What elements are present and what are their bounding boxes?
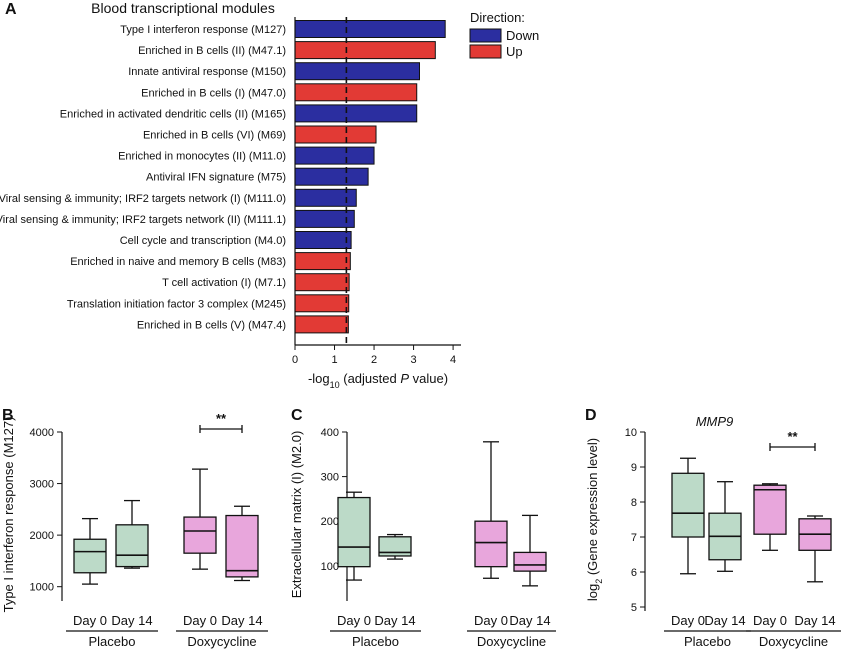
x-tick-label: Day 14: [704, 613, 745, 628]
bar: [294, 83, 418, 102]
y-tick-label: 5: [631, 602, 637, 614]
y-tick-label: 200: [321, 516, 339, 528]
legend-label: Up: [506, 44, 523, 59]
group-label: Placebo: [89, 634, 136, 649]
bar: [294, 315, 349, 334]
box: [474, 520, 508, 568]
y-tick-label: 9: [631, 462, 637, 474]
legend-title: Direction:: [470, 10, 525, 25]
panel-label-c: C: [291, 407, 303, 424]
x-tick-label: 0: [292, 354, 298, 366]
panel-label-d: D: [585, 407, 597, 424]
bar: [294, 20, 446, 38]
x-tick-label: Day 0: [753, 613, 787, 628]
category-label: Enriched in B cells (VI) (M69): [143, 130, 286, 142]
chart-title: Blood transcriptional modules: [91, 0, 275, 16]
box: [183, 516, 217, 554]
category-label: Enriched in activated dendritic cells (I…: [60, 108, 286, 120]
y-tick-label: 10: [625, 427, 637, 439]
panel-label-a: A: [5, 1, 17, 18]
x-tick-label: 2: [371, 354, 377, 366]
y-tick-label: 7: [631, 532, 637, 544]
significance-label: **: [216, 411, 227, 426]
category-label: Type I interferon response (M127): [120, 24, 286, 36]
bar: [294, 209, 355, 228]
x-tick-label: Day 0: [474, 613, 508, 628]
x-tick-label: Day 14: [509, 613, 550, 628]
bar: [294, 273, 350, 292]
bar: [294, 294, 350, 313]
chart-title: MMP9: [696, 414, 734, 429]
x-tick-label: Day 0: [337, 613, 371, 628]
category-label: Enriched in naive and memory B cells (M8…: [70, 256, 286, 268]
box: [337, 496, 371, 568]
category-label: Translation initiation factor 3 complex …: [67, 298, 286, 310]
x-tick-label: Day 14: [794, 613, 835, 628]
x-tick-label: Day 14: [374, 613, 415, 628]
y-tick-label: 300: [321, 472, 339, 484]
group-label: Doxycycline: [759, 634, 828, 649]
y-tick-label: 100: [321, 561, 339, 573]
category-label: Antiviral IFN signature (M75): [146, 172, 286, 184]
group-label: Placebo: [352, 634, 399, 649]
x-tick-label: 4: [450, 354, 456, 366]
bar: [294, 125, 377, 144]
x-tick-label: Day 0: [183, 613, 217, 628]
y-tick-label: 400: [321, 427, 339, 439]
y-tick-label: 8: [631, 497, 637, 509]
x-tick-label: Day 14: [221, 613, 262, 628]
legend-label: Down: [506, 28, 539, 43]
y-tick-label: 6: [631, 567, 637, 579]
y-axis-title: Extracellular matrix (I) (M2.0): [289, 431, 304, 599]
y-tick-label: 4000: [30, 427, 54, 439]
bar: [294, 41, 436, 60]
panel-label-b: B: [2, 407, 14, 424]
x-tick-label: Day 14: [111, 613, 152, 628]
bar: [294, 167, 369, 186]
box: [115, 524, 149, 568]
category-label: Enriched in B cells (I) (M47.0): [141, 87, 286, 99]
group-label: Doxycycline: [187, 634, 256, 649]
box: [378, 536, 412, 557]
category-label: Cell cycle and transcription (M4.0): [120, 235, 286, 247]
x-tick-label: Day 0: [671, 613, 705, 628]
category-label: Viral sensing & immunity; IRF2 targets n…: [0, 214, 286, 226]
significance-label: **: [787, 429, 798, 444]
box: [73, 538, 107, 574]
bar: [294, 104, 418, 123]
legend-swatch: [469, 44, 502, 59]
x-tick-label: 1: [331, 354, 337, 366]
bar: [294, 231, 352, 249]
y-axis-title: Type I interferon response (M127): [1, 417, 16, 613]
bar: [294, 62, 420, 81]
group-label: Doxycycline: [477, 634, 546, 649]
x-tick-label: 3: [411, 354, 417, 366]
y-tick-label: 3000: [30, 479, 54, 491]
legend-swatch: [469, 28, 502, 43]
y-tick-label: 1000: [30, 582, 54, 594]
group-label: Placebo: [684, 634, 731, 649]
y-tick-label: 2000: [30, 530, 54, 542]
category-label: Enriched in B cells (II) (M47.1): [138, 45, 286, 57]
box: [513, 551, 547, 572]
category-label: Viral sensing & immunity; IRF2 targets n…: [0, 193, 286, 205]
category-label: Enriched in B cells (V) (M47.4): [137, 319, 286, 331]
category-label: Innate antiviral response (M150): [128, 66, 286, 78]
box: [225, 514, 259, 578]
category-label: Enriched in monocytes (II) (M11.0): [118, 151, 286, 163]
box: [671, 472, 705, 538]
bar: [294, 146, 375, 165]
y-axis-title: log2 (Gene expression level): [585, 438, 604, 601]
box: [753, 484, 787, 535]
x-axis-title: -log10 (adjusted P value): [308, 371, 448, 390]
x-tick-label: Day 0: [73, 613, 107, 628]
bar: [294, 252, 351, 271]
category-label: T cell activation (I) (M7.1): [162, 277, 286, 289]
